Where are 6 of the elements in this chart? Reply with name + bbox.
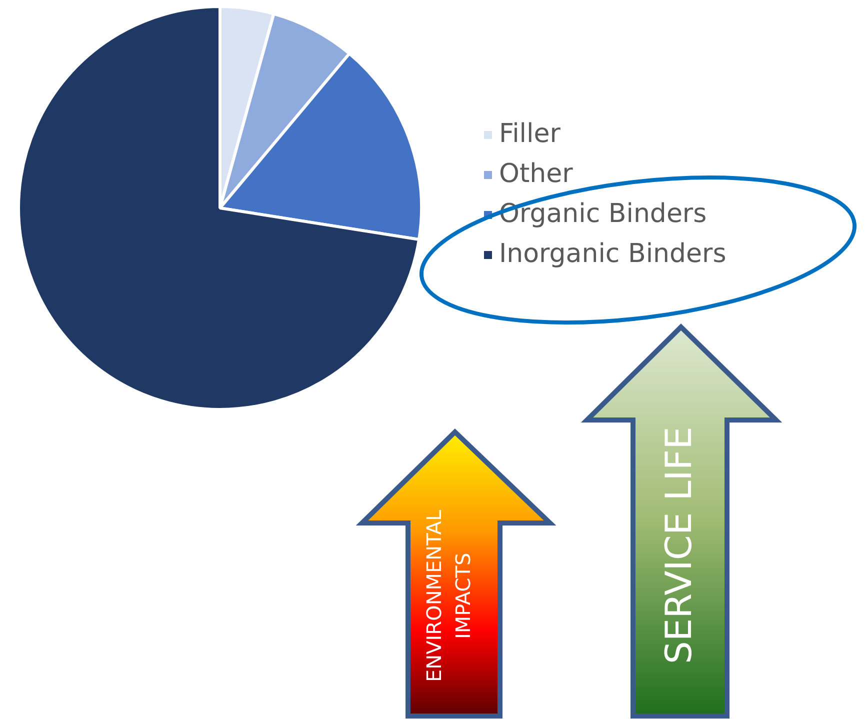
legend-label: Inorganic Binders [499,238,726,269]
text: ENVIRONMENTAL IMPACTS [421,508,476,684]
text: SERVICE LIFE [658,425,701,666]
legend-label: Filler [499,118,561,149]
legend-label: Organic Binders [499,198,707,229]
legend-label: Other [499,158,574,189]
